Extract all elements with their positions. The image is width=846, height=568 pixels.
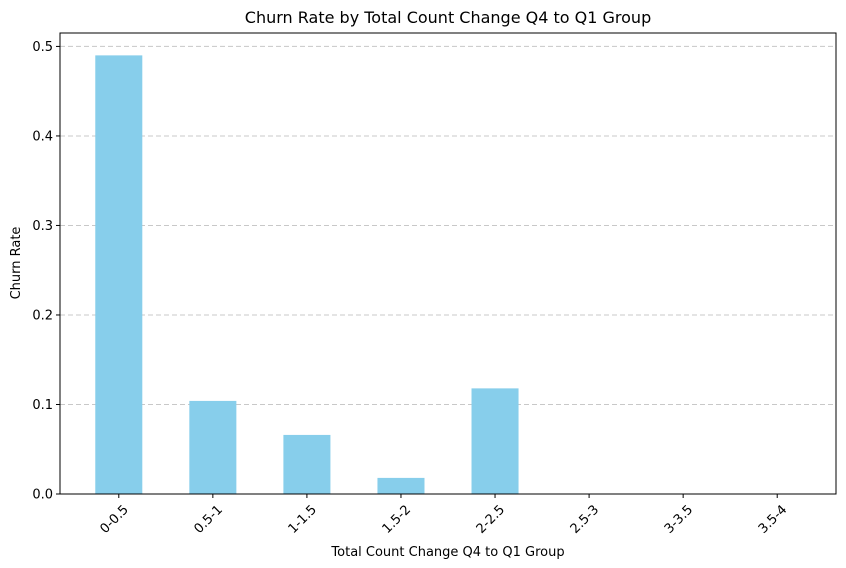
- chart-title: Churn Rate by Total Count Change Q4 to Q…: [245, 8, 651, 27]
- x-tick-label: 2.5-3: [568, 502, 602, 536]
- x-tick-label: 2-2.5: [474, 502, 508, 536]
- x-tick-label: 1.5-2: [380, 502, 414, 536]
- bar-0-0.5: [95, 55, 143, 495]
- y-axis-label: Churn Rate: [9, 227, 24, 300]
- bar-0.5-1: [189, 400, 237, 494]
- bar-1.5-2: [377, 477, 425, 494]
- y-tick-label: 0.0: [32, 488, 53, 503]
- bars-layer: [95, 55, 519, 495]
- x-tick-label: 3.5-4: [756, 502, 790, 536]
- bar-2-2.5: [471, 388, 519, 494]
- x-tick-label: 3-3.5: [662, 502, 696, 536]
- x-axis-label: Total Count Change Q4 to Q1 Group: [330, 545, 564, 560]
- grid-layer: [60, 45, 836, 405]
- y-tick-label: 0.5: [32, 40, 53, 55]
- y-axis: 0.0 0.1 0.2 0.3 0.4 0.5: [32, 40, 60, 503]
- bar-1-1.5: [283, 434, 331, 494]
- y-tick-label: 0.1: [32, 398, 53, 413]
- y-tick-label: 0.2: [32, 308, 53, 323]
- y-tick-label: 0.4: [32, 129, 53, 144]
- x-tick-label: 1-1.5: [286, 502, 320, 536]
- y-tick-label: 0.3: [32, 219, 53, 234]
- x-axis: 0-0.5 0.5-1 1-1.5 1.5-2 2-2.5 2.5-3 3-3.5 3.5-4: [97, 494, 790, 537]
- x-tick-label: 0.5-1: [192, 502, 226, 536]
- plot-frame: [59, 32, 837, 495]
- x-tick-label: 0-0.5: [97, 502, 131, 536]
